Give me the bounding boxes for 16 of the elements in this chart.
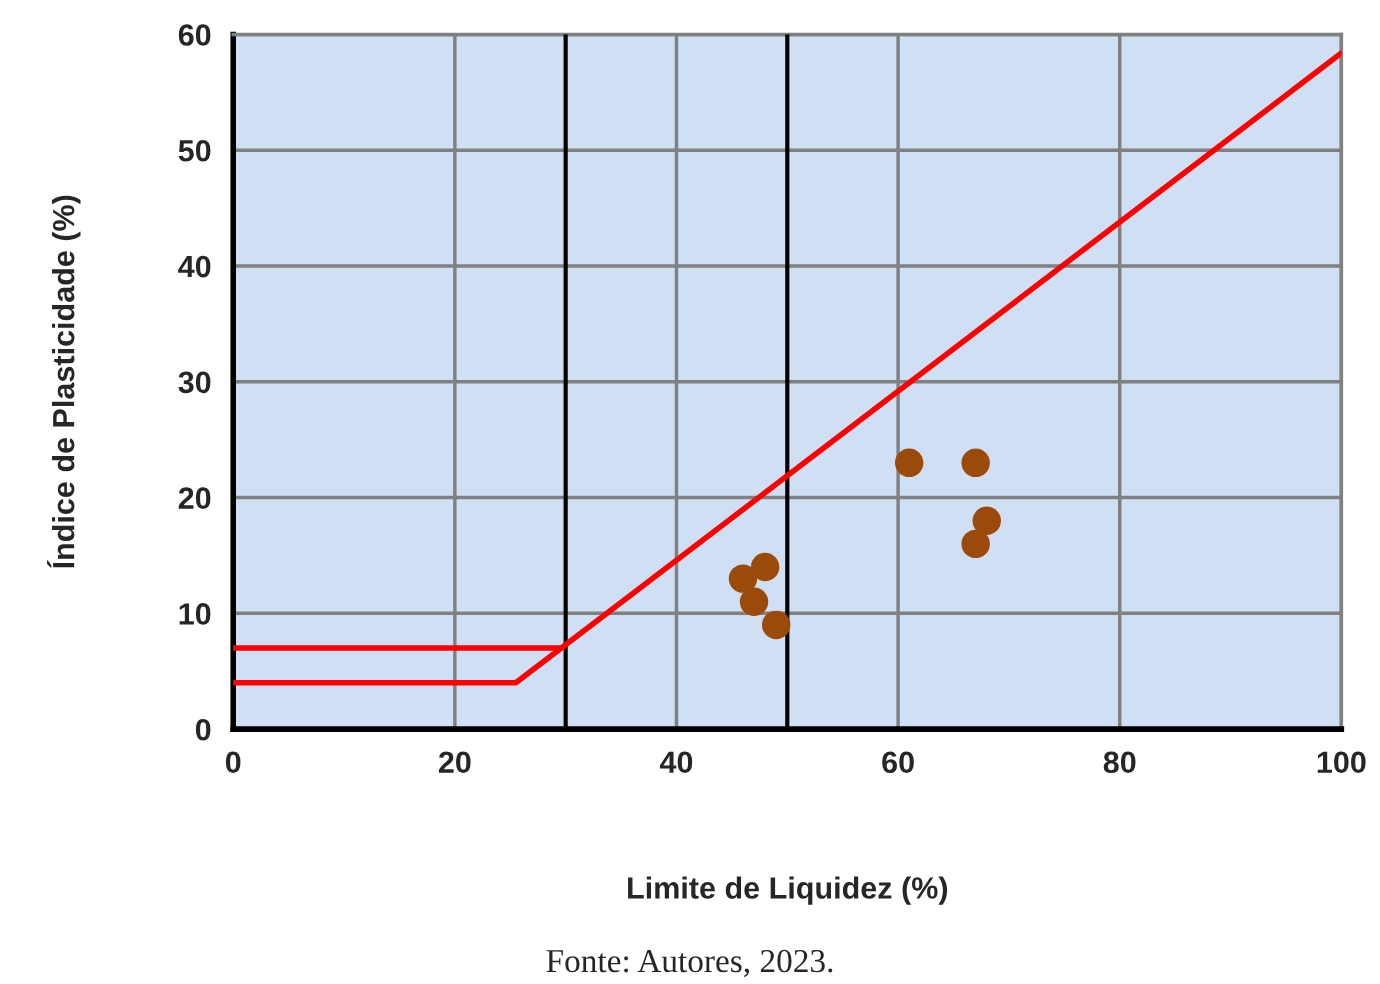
y-tick-label: 40 (178, 255, 211, 278)
y-tick-label: 0 (195, 718, 211, 741)
y-tick-label: 50 (178, 139, 211, 162)
x-axis-title: Limite de Liquidez (%) (628, 876, 948, 905)
x-tick-label: 100 (1317, 751, 1366, 774)
x-tick-label: 0 (225, 751, 241, 774)
y-tick-label: 60 (178, 24, 211, 46)
source-note: Fonte: Autores, 2023. (546, 949, 833, 978)
y-tick-label: 30 (178, 371, 211, 394)
x-tick-label: 40 (659, 751, 693, 774)
y-tick-label: 10 (179, 603, 211, 625)
x-tick-label: 80 (1103, 751, 1136, 774)
x-tick-label: 60 (882, 751, 914, 774)
y-axis-title: Índice de Plasticidade (%) (47, 195, 81, 568)
x-tick-label: 20 (438, 751, 471, 774)
y-tick-label: 20 (178, 487, 211, 509)
